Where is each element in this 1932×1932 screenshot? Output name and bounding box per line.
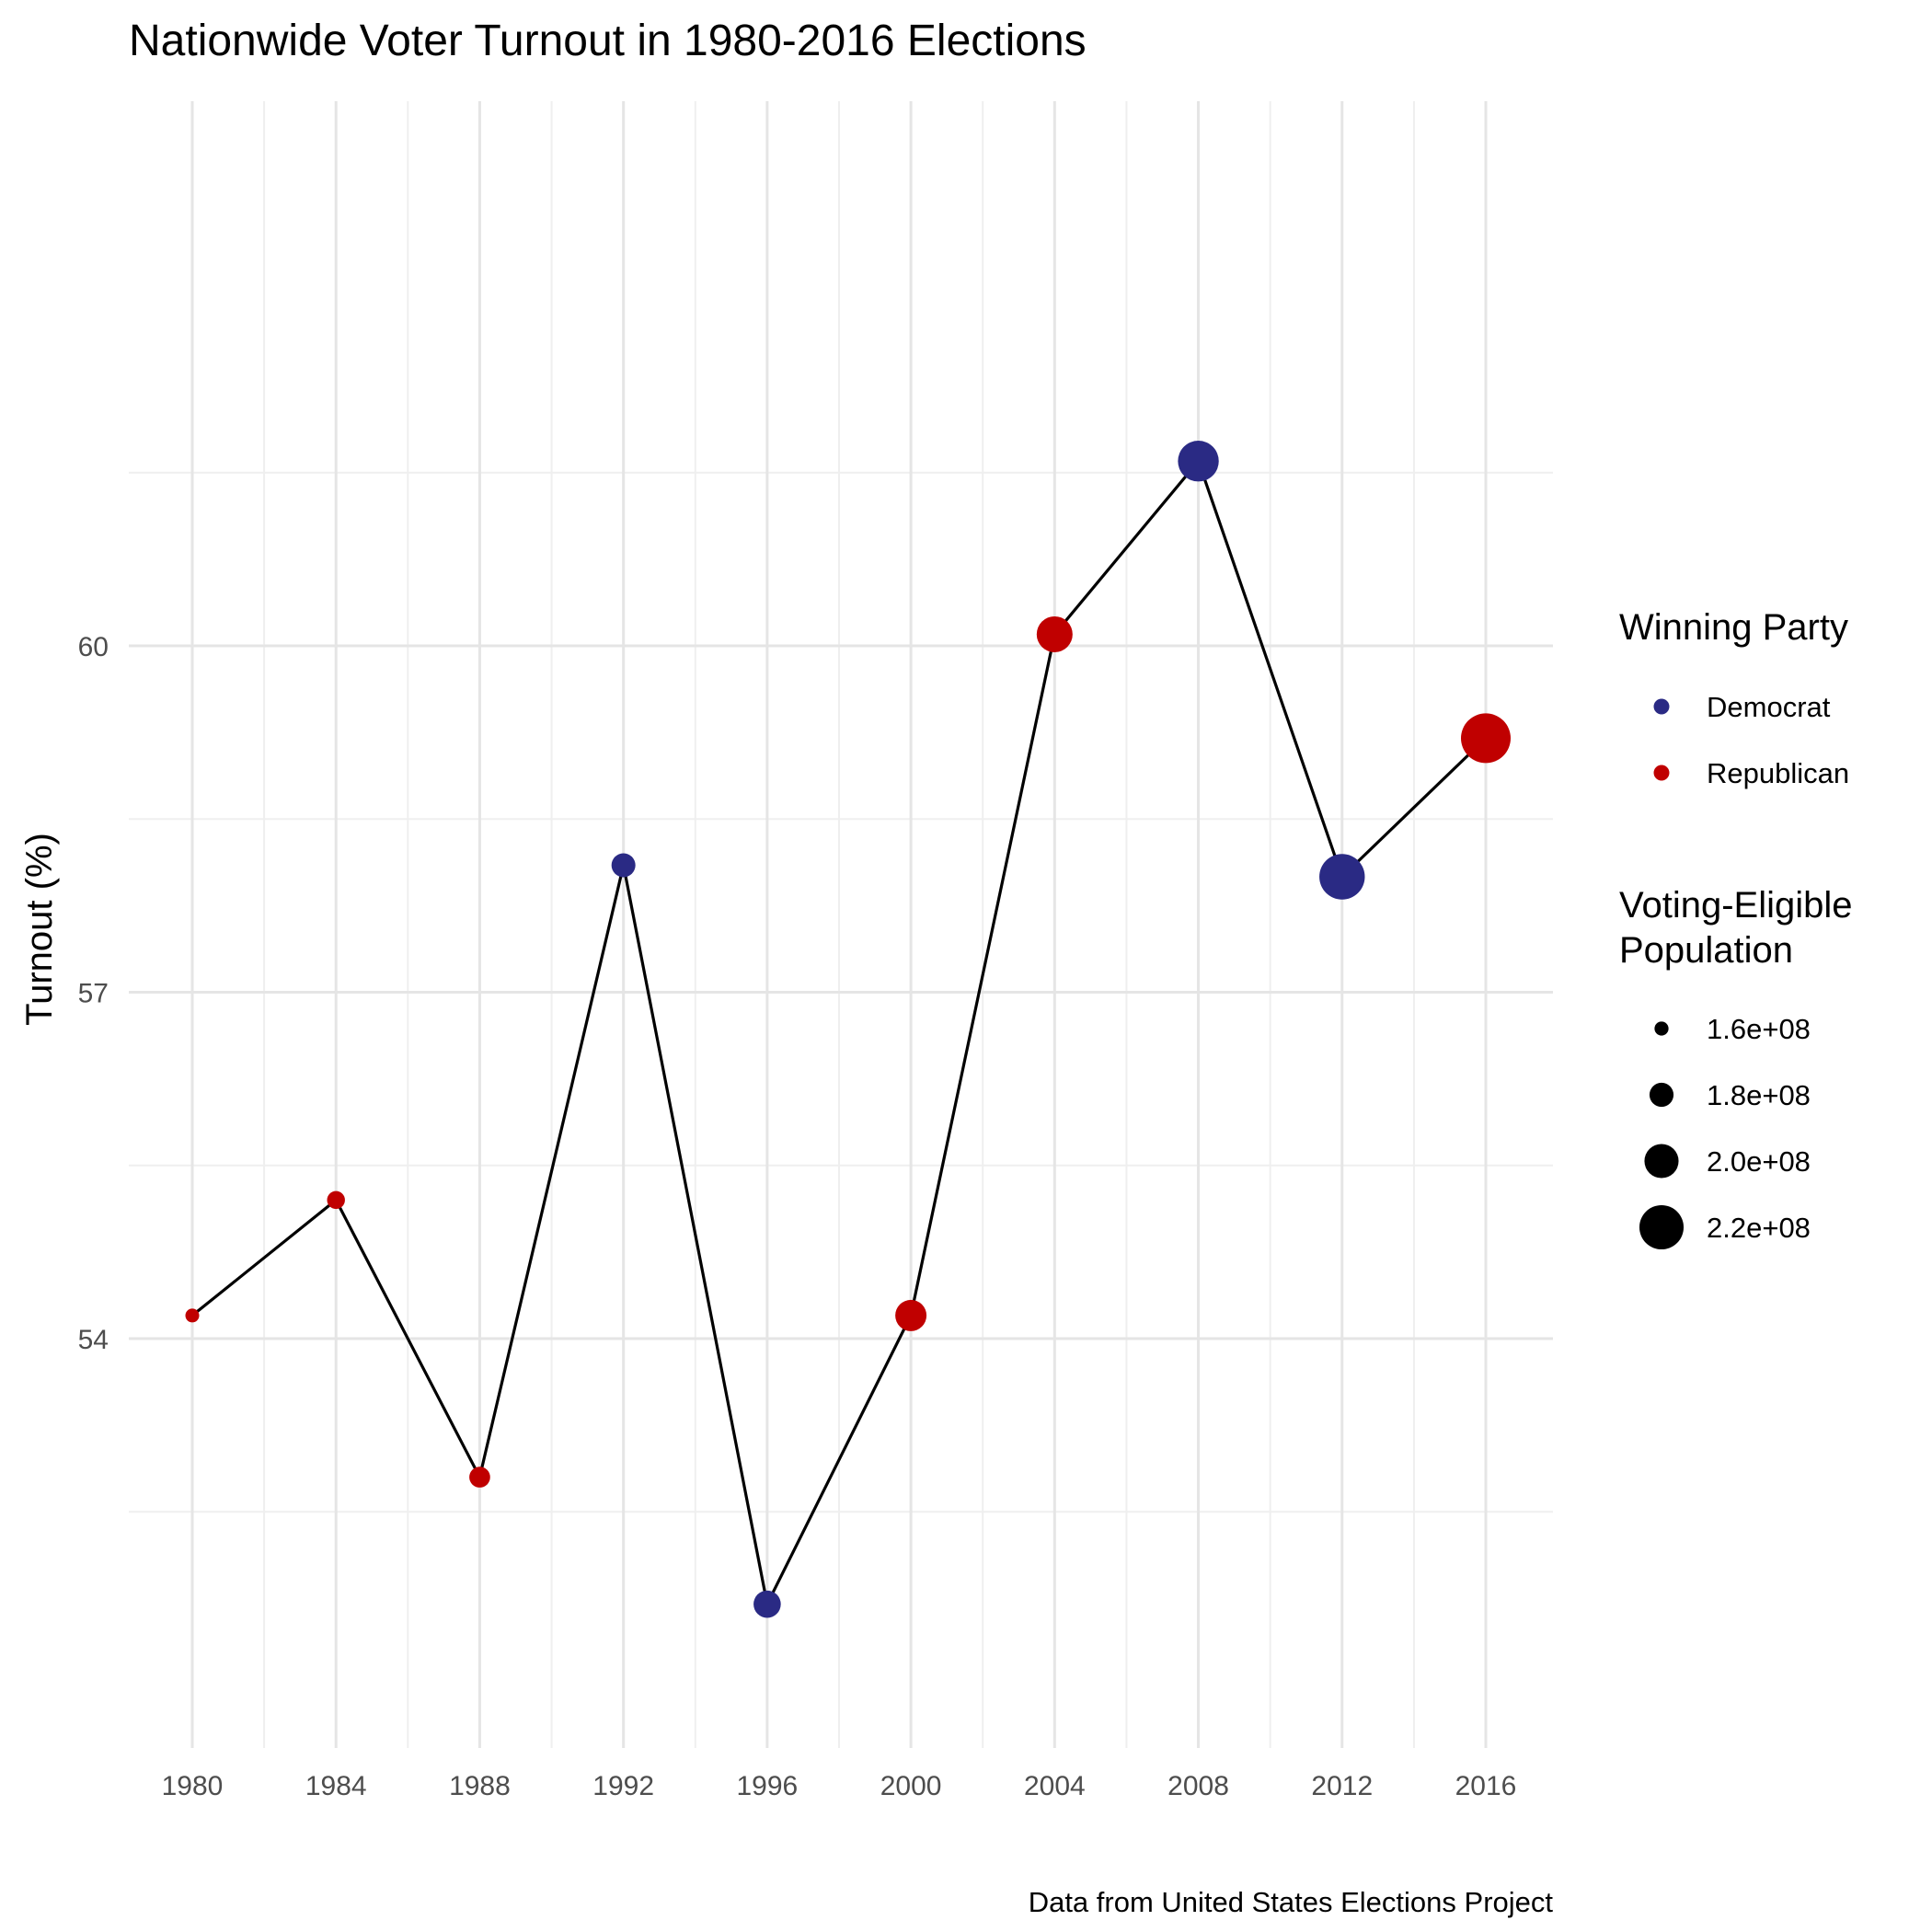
chart-title: Nationwide Voter Turnout in 1980-2016 El… xyxy=(129,17,1087,65)
legend-size-title-line-1: Voting-Eligible xyxy=(1619,885,1853,926)
data-point-2000 xyxy=(895,1299,927,1331)
y-tick-label: 60 xyxy=(78,632,109,662)
data-point-2008 xyxy=(1178,441,1219,482)
data-point-2012 xyxy=(1319,854,1365,900)
legend-color-title: Winning Party xyxy=(1619,607,1848,648)
x-tick-label: 1984 xyxy=(305,1771,367,1801)
data-point-1996 xyxy=(753,1590,781,1618)
x-tick-label: 1992 xyxy=(592,1771,654,1801)
data-point-1980 xyxy=(185,1308,200,1323)
legend-size-key xyxy=(1644,1144,1679,1179)
grid xyxy=(129,101,1553,1748)
legend-population: Voting-Eligible Population 1.6e+08 1.8e+0… xyxy=(1619,885,1863,1250)
chart-caption: Data from United States Elections Projec… xyxy=(1029,1886,1554,1918)
x-axis-ticks: 1980 1984 1988 1992 1996 2000 2004 2008 2012 2016 xyxy=(162,1771,1517,1801)
legend-size-key xyxy=(1654,1021,1669,1036)
x-tick-label: 2008 xyxy=(1167,1771,1229,1801)
legend-size-label: 2.0e+08 xyxy=(1707,1145,1811,1178)
x-tick-label: 2012 xyxy=(1311,1771,1373,1801)
x-tick-label: 1996 xyxy=(737,1771,799,1801)
y-tick-label: 57 xyxy=(78,979,109,1009)
legend-label-republican: Republican xyxy=(1707,757,1849,789)
legend-size-label: 2.2e+08 xyxy=(1707,1212,1811,1244)
legend-key-democrat xyxy=(1653,698,1670,715)
legend-size-title: Voting-Eligible Population xyxy=(1619,885,1863,971)
x-tick-label: 2000 xyxy=(880,1771,942,1801)
data-points xyxy=(185,441,1511,1618)
legend-size-label: 1.8e+08 xyxy=(1707,1079,1811,1111)
x-tick-label: 2016 xyxy=(1455,1771,1517,1801)
y-tick-label: 54 xyxy=(78,1325,109,1355)
data-point-2016 xyxy=(1461,713,1511,764)
legend-label-democrat: Democrat xyxy=(1707,691,1831,723)
turnout-line xyxy=(190,457,1488,1609)
y-axis-ticks: 54 57 60 xyxy=(78,632,109,1355)
data-point-1988 xyxy=(469,1466,490,1488)
data-point-1992 xyxy=(611,853,636,878)
x-tick-label: 2004 xyxy=(1024,1771,1086,1801)
x-tick-label: 1980 xyxy=(162,1771,224,1801)
legend-size-label: 1.6e+08 xyxy=(1707,1013,1811,1045)
y-axis-title: Turnout (%) xyxy=(19,833,60,1026)
legend-winning-party: Winning Party Democrat Republican xyxy=(1619,607,1849,789)
legend-size-key xyxy=(1649,1082,1674,1108)
legend-key-republican xyxy=(1653,765,1670,781)
legend-size-title-line-2: Population xyxy=(1619,930,1793,971)
data-point-2004 xyxy=(1036,615,1073,652)
data-point-1984 xyxy=(327,1190,345,1210)
legend-size-key xyxy=(1639,1204,1685,1250)
x-tick-label: 1988 xyxy=(449,1771,511,1801)
